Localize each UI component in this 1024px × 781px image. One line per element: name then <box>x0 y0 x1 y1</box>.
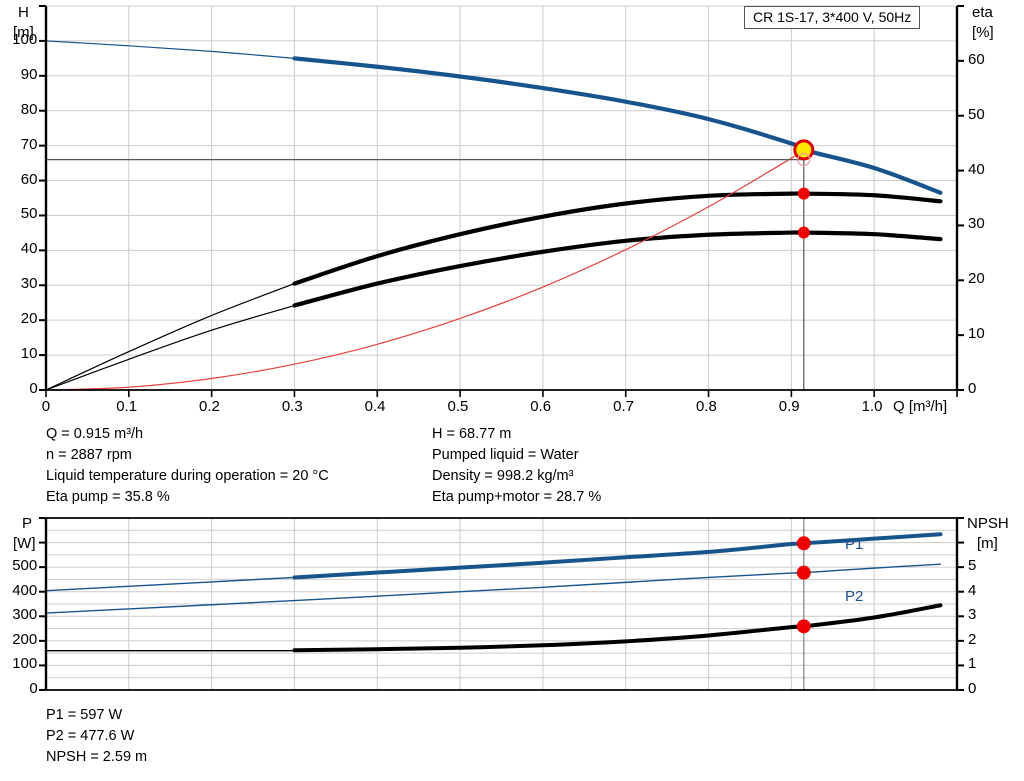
bottom-curve-p1 <box>292 532 943 580</box>
bottom-curve-p2 <box>293 563 942 602</box>
top-x-axis-label-q: Q [m³/h] <box>893 398 948 415</box>
top-curve-eta-pump-thin-extension <box>45 282 296 391</box>
top-x-tick-label: 0.3 <box>281 398 303 415</box>
top-x-tick-label: 0.2 <box>199 398 220 415</box>
duty-info-left-line: Q = 0.915 m³/h <box>46 426 144 442</box>
top-y-tick-label: 0 <box>29 380 38 397</box>
top-curve-eta-pump-motor <box>292 230 943 308</box>
bottom-y2-axis-label-npsh: NPSH <box>967 515 1009 532</box>
duty-info-right-column: H = 68.77 m Pumped liquid = Water Density … <box>432 424 601 508</box>
bottom-y-tick-label: 300 <box>12 606 38 624</box>
p1-curve-label: P1 <box>845 536 864 553</box>
top-x-tick-label: 0.7 <box>613 398 634 415</box>
top-x-tick-label: 0.1 <box>116 398 138 415</box>
top-x-tick-label: 0.6 <box>530 398 552 415</box>
duty-info-right-line: Eta pump+motor = 28.7 % <box>432 489 602 505</box>
duty-info-left-line: Eta pump = 35.8 % <box>46 489 170 505</box>
top-y2-axis-label-eta: eta <box>972 4 993 21</box>
top-x-tick-label: 0.8 <box>695 398 717 415</box>
top-marker-system-duty-point <box>797 152 811 167</box>
top-curve-h-head-operating-range <box>292 56 943 195</box>
top-y2-tick-label: 60 <box>968 50 985 68</box>
power-info-line: NPSH = 2.59 m <box>46 749 148 765</box>
top-y-tick-label: 30 <box>20 275 38 293</box>
p2-curve-label: P2 <box>845 588 864 605</box>
bottom-y2-axis-unit-m: [m] <box>977 535 998 552</box>
top-y2-tick-label: 20 <box>968 270 985 288</box>
bottom-y-tick-label: 500 <box>12 557 38 575</box>
bottom-y2-tick-label: 0 <box>968 680 977 697</box>
top-x-tick-label: 0 <box>41 398 51 415</box>
bottom-y-tick-label: 200 <box>12 630 38 648</box>
bottom-y-axis-unit-w: [W] <box>13 535 36 552</box>
duty-info-right-line: Density = 998.2 kg/m³ <box>432 468 574 484</box>
bottom-y2-tick-label: 2 <box>968 630 977 648</box>
bottom-y-tick-label: 0 <box>29 680 38 697</box>
bottom-y-tick-label: 100 <box>12 655 38 673</box>
top-curve-eta-pump-motor-thin-extension <box>45 304 296 391</box>
top-y-tick-label: 10 <box>20 345 38 363</box>
top-y-tick-label: 60 <box>20 170 38 188</box>
bottom-y2-tick-label: 5 <box>968 557 977 575</box>
top-curve-system-curve <box>45 149 805 391</box>
duty-info-right-line: Pumped liquid = Water <box>432 447 579 463</box>
bottom-curve-npsh <box>292 603 943 653</box>
bottom-y-axis-label-p: P <box>22 515 33 532</box>
top-y-tick-label: 40 <box>20 240 38 258</box>
pump-title-box: CR 1S-17, 3*400 V, 50Hz <box>744 6 921 29</box>
bottom-y2-tick-label: 3 <box>968 606 977 624</box>
top-x-tick-label: 0.4 <box>364 398 386 415</box>
top-y-axis-label-h: H <box>18 4 29 21</box>
top-x-tick-label: 0.5 <box>447 398 469 415</box>
pump-title-text: CR 1S-17, 3*400 V, 50Hz <box>753 9 912 25</box>
power-info-line: P1 = 597 W <box>46 707 123 723</box>
top-marker-eta-pump-point <box>797 187 810 200</box>
power-info-line: P2 = 477.6 W <box>46 728 135 744</box>
duty-info-left-line: n = 2887 rpm <box>46 447 132 463</box>
duty-info-left-line: Liquid temperature during operation = 20… <box>46 468 329 484</box>
top-y2-tick-label: 30 <box>968 215 985 233</box>
bottom-curve-p2-thin-extension <box>45 599 296 614</box>
duty-info-right-line: H = 68.77 m <box>432 426 512 442</box>
bottom-marker-p1-duty-point <box>796 536 811 551</box>
top-y-tick-label: 80 <box>20 100 38 118</box>
top-y2-tick-label: 10 <box>968 325 985 343</box>
bottom-y2-tick-label: 1 <box>968 655 977 673</box>
top-x-tick-label: 1.0 <box>861 398 883 415</box>
top-y-tick-label: 50 <box>20 205 38 223</box>
top-marker-duty-point <box>793 139 815 161</box>
bottom-marker-p2-duty-point <box>796 565 811 580</box>
top-y2-axis-unit-pct: [%] <box>972 24 994 41</box>
top-y2-tick-label: 0 <box>968 380 977 397</box>
top-marker-eta-pump-motor-point <box>797 226 810 239</box>
top-y-tick-label: 90 <box>20 65 38 83</box>
bottom-y-tick-label: 400 <box>12 581 38 599</box>
bottom-y2-tick-label: 4 <box>968 581 977 599</box>
top-y2-tick-label: 50 <box>968 105 985 123</box>
bottom-marker-npsh-duty-point <box>796 619 811 634</box>
top-plot-background <box>46 6 957 390</box>
top-curve-eta-pump <box>292 191 943 286</box>
top-y-tick-label: 100 <box>12 30 38 48</box>
top-x-tick-label: 0.9 <box>778 398 800 415</box>
top-y-axis-unit-m: [m] <box>13 24 34 41</box>
duty-info-left-column: Q = 0.915 m³/h n = 2887 rpm Liquid tempera… <box>46 424 329 508</box>
top-y-tick-label: 20 <box>20 310 38 328</box>
power-info-block: P1 = 597 W P2 = 477.6 W NPSH = 2.59 m <box>46 705 147 768</box>
top-y2-tick-label: 40 <box>968 160 985 178</box>
top-curve-h-head-full-range <box>45 40 296 59</box>
bottom-curve-p1-thin-extension <box>45 576 296 592</box>
top-y-tick-label: 70 <box>20 135 38 153</box>
